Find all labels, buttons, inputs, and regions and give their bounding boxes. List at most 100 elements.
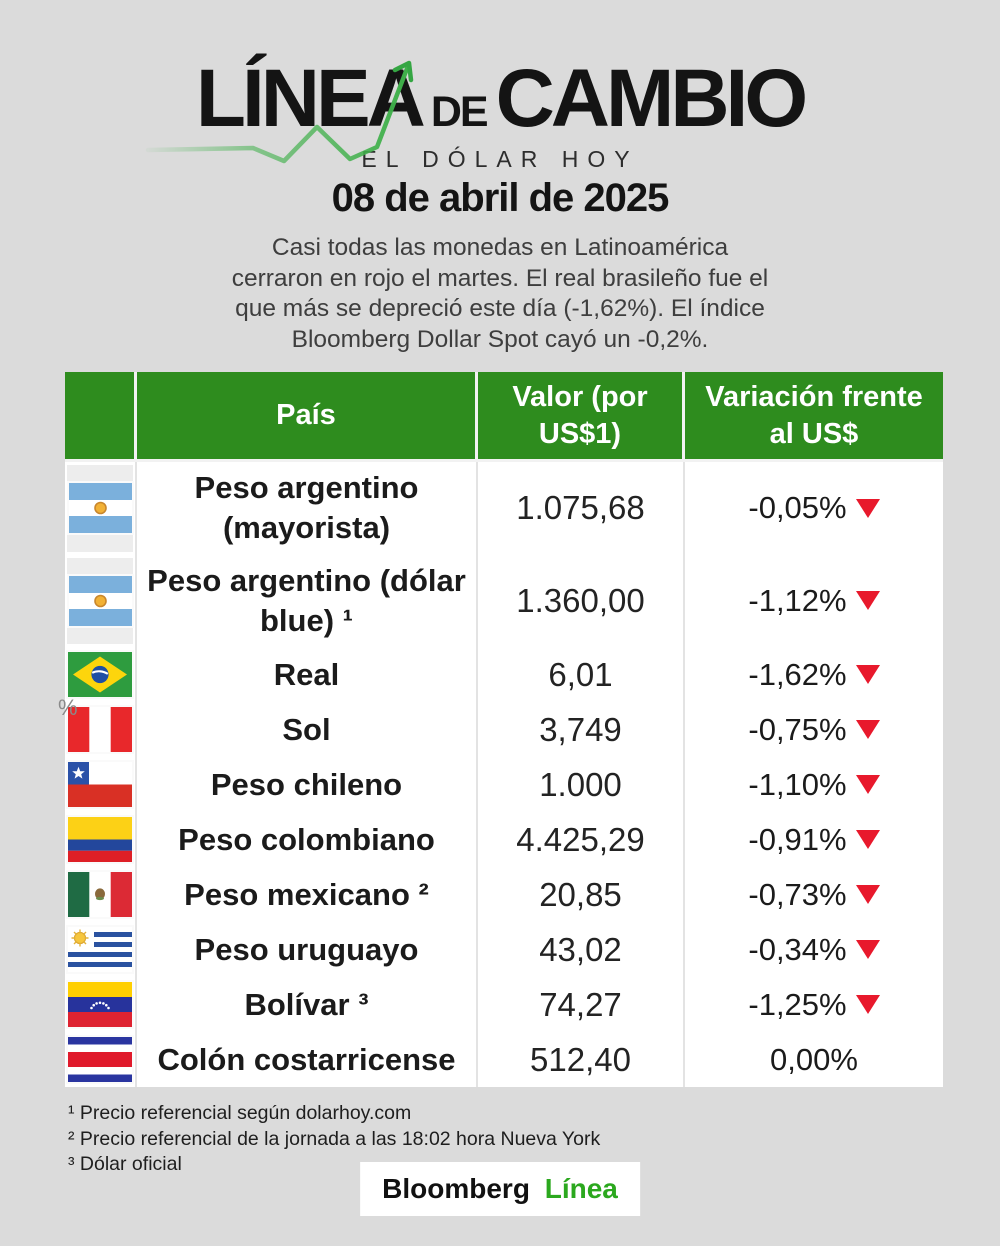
flag-cell: [65, 812, 137, 868]
col-header-country: País: [137, 372, 478, 459]
table-row: Real 6,01 -1,62%: [65, 647, 943, 703]
exchange-value: 6,01: [478, 647, 685, 703]
exchange-value: 20,85: [478, 867, 685, 923]
mexico-flag-icon: [66, 870, 134, 920]
flag-cell: [65, 462, 137, 555]
down-triangle-icon: [855, 775, 880, 795]
summary-line: cerraron en rojo el martes. El real bras…: [231, 264, 769, 292]
argentina-flag-icon: [66, 557, 134, 645]
colombia-flag-icon: [66, 815, 134, 865]
footnote-dolar-blue: ¹ Precio referencial según dolarhoy.com: [68, 1102, 412, 1124]
variation-value: -0,75%: [748, 711, 847, 747]
report-date: 08 de abril de 2025: [331, 176, 670, 220]
col-header-variation: Variación frente al US$: [705, 381, 923, 450]
variation-value: -1,12%: [748, 582, 847, 618]
brazil-flag-icon: [66, 650, 134, 700]
stray-percent-artifact: %: [58, 695, 78, 720]
down-triangle-icon: [855, 885, 880, 905]
flag-cell: [65, 867, 137, 923]
down-triangle-icon: [855, 591, 880, 611]
table-row: Sol 3,749 -0,75%: [65, 702, 943, 758]
down-triangle-icon: [855, 665, 880, 685]
table-header-row: País Valor (por US$1) Variación frente a…: [65, 372, 943, 462]
variation-cell: -1,62%: [685, 647, 943, 702]
table-body: Peso argentino (mayorista) 1.075,68 -0,0…: [65, 462, 943, 1088]
variation-cell: -0,05%: [685, 462, 943, 555]
table-row: Peso argentino (dólar blue) ¹ 1.360,00 -…: [65, 554, 943, 648]
country-name: Peso argentino (dólar blue) ¹: [137, 554, 478, 648]
variation-value: 0,00%: [770, 1041, 858, 1077]
down-triangle-icon: [855, 830, 880, 850]
exchange-value: 512,40: [478, 1032, 685, 1088]
bloomberg-linea-logo: Bloomberg Línea: [360, 1162, 640, 1216]
brand-title-word-linea: LÍNEA: [195, 53, 426, 144]
flag-cell: [65, 977, 137, 1033]
table-row: Bolívar ³ 74,27 -1,25%: [65, 977, 943, 1033]
exchange-value: 3,749: [478, 702, 685, 758]
chile-flag-icon: [66, 760, 134, 810]
variation-cell: 0,00%: [685, 1032, 943, 1087]
variation-value: -1,62%: [748, 656, 847, 692]
uruguay-flag-icon: [66, 925, 134, 975]
footnote-peso-mexicano: ² Precio referencial de la jornada a las…: [68, 1127, 601, 1150]
down-triangle-icon: [855, 498, 880, 518]
table-row: Peso uruguayo 43,02 -0,34%: [65, 922, 943, 978]
exchange-value: 74,27: [478, 977, 685, 1033]
exchange-value: 43,02: [478, 922, 685, 978]
exchange-value: 1.075,68: [478, 462, 685, 555]
exchange-rate-table: País Valor (por US$1) Variación frente a…: [65, 372, 943, 1088]
country-name: Peso uruguayo: [137, 922, 478, 978]
country-name: Peso colombiano: [137, 812, 478, 868]
country-name: Colón costarricense: [137, 1032, 478, 1088]
flag-cell: [65, 757, 137, 813]
venezuela-flag-icon: [66, 980, 134, 1030]
exchange-value: 1.000: [478, 757, 685, 813]
variation-value: -0,91%: [748, 821, 847, 857]
variation-value: -0,73%: [748, 876, 847, 912]
col-header-flag: [65, 372, 137, 459]
col-header-value: Valor (por US$1): [478, 372, 685, 459]
variation-value: -0,05%: [748, 490, 847, 526]
country-name: Peso mexicano ²: [137, 867, 478, 923]
exchange-value: 1.360,00: [478, 554, 685, 648]
variation-cell: -0,91%: [685, 812, 943, 867]
variation-cell: -1,12%: [685, 555, 943, 648]
variation-cell: -1,10%: [685, 757, 943, 812]
table-row: Peso argentino (mayorista) 1.075,68 -0,0…: [65, 462, 943, 555]
footnote-bolivar: ³ Dólar oficial: [68, 1153, 182, 1175]
variation-cell: -0,75%: [685, 702, 943, 757]
country-name: Real: [137, 647, 478, 703]
flag-cell: [65, 1032, 137, 1088]
summary-line: Casi todas las monedas en Latinoamérica: [271, 234, 729, 261]
flag-cell: [65, 702, 137, 758]
summary-line: Bloomberg Dollar Spot cayó un -0,2%.: [291, 325, 709, 353]
table-row: Peso mexicano ² 20,85 -0,73%: [65, 867, 943, 923]
brand-title-word-cambio: CAMBIO: [495, 53, 809, 144]
logo-word-linea: Línea: [544, 1173, 618, 1204]
logo-word-bloomberg: Bloomberg: [382, 1173, 530, 1204]
down-triangle-icon: [855, 995, 880, 1015]
table-row: Peso chileno 1.000 -1,10%: [65, 757, 943, 813]
table-row: Colón costarricense 512,40 0,00%: [65, 1032, 943, 1088]
argentina-flag-icon: [66, 465, 134, 552]
brand-subtitle: EL DÓLAR HOY: [361, 146, 639, 172]
variation-cell: -1,25%: [685, 977, 943, 1032]
country-name: Sol: [137, 702, 478, 758]
variation-value: -1,25%: [748, 986, 847, 1022]
summary-line: que más se depreció este día (-1,62%). E…: [235, 295, 765, 322]
brand-title: LÍNEA DE CAMBIO: [0, 58, 1000, 140]
country-name: Peso argentino (mayorista): [137, 462, 478, 555]
exchange-value: 4.425,29: [478, 812, 685, 868]
flag-cell: [65, 554, 137, 648]
variation-cell: -0,73%: [685, 867, 943, 922]
variation-cell: -0,34%: [685, 922, 943, 977]
variation-value: -1,10%: [748, 766, 847, 802]
flag-cell: [65, 647, 137, 703]
country-name: Peso chileno: [137, 757, 478, 813]
down-triangle-icon: [855, 720, 880, 740]
summary-text: Casi todas las monedas en Latinoamérica …: [0, 233, 1000, 355]
brand-title-connector: DE: [430, 88, 489, 136]
table-row: Peso colombiano 4.425,29 -0,91%: [65, 812, 943, 868]
peru-flag-icon: [66, 705, 134, 755]
